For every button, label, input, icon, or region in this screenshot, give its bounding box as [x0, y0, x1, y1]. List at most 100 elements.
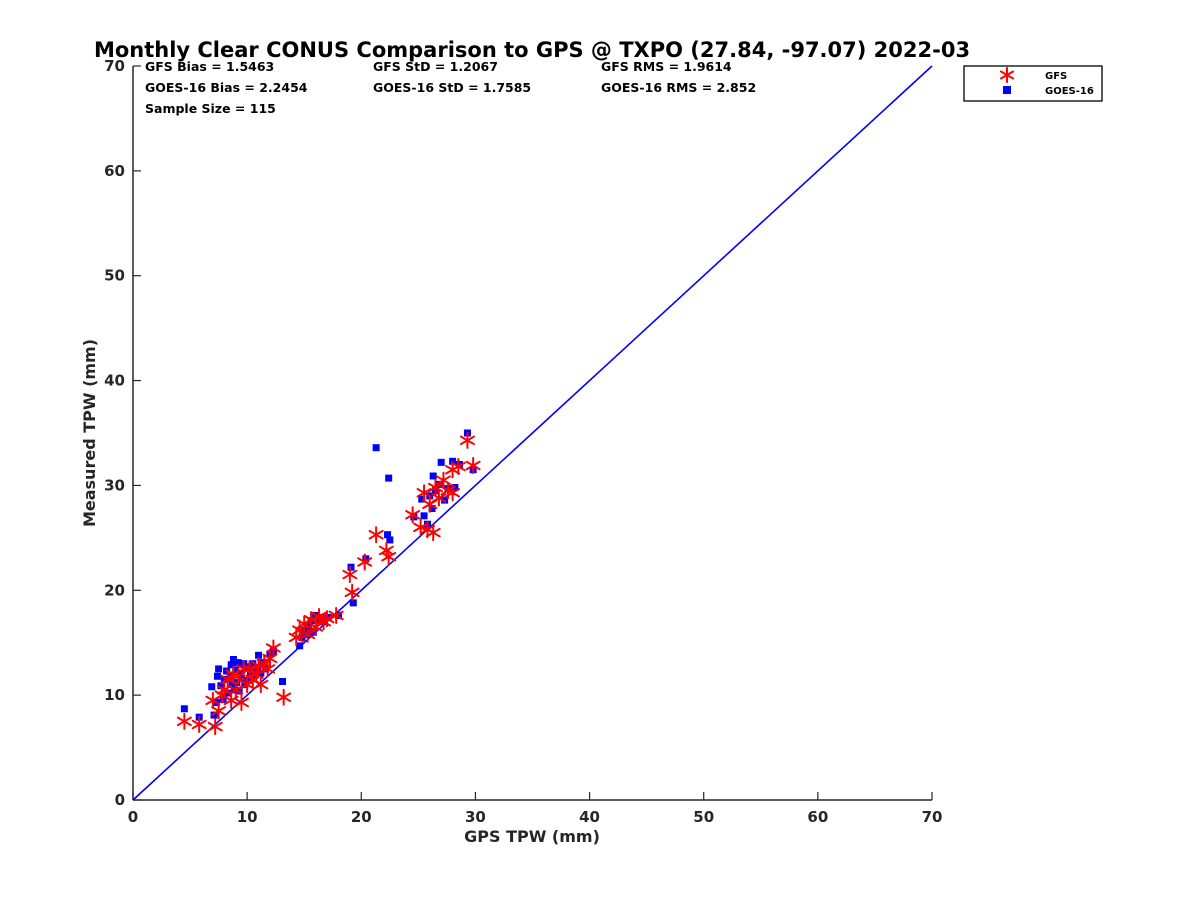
goes16-point [227, 661, 235, 669]
goes16-point [233, 679, 241, 687]
legend-gfs-label: GFS [1045, 71, 1067, 82]
gfs-point [465, 457, 481, 475]
goes16-point [255, 651, 263, 659]
goes16-point [208, 683, 216, 691]
stat-gfs-std: GFS StD = 1.2067 [373, 59, 498, 74]
gfs-point [459, 431, 475, 449]
gfs-point [216, 681, 232, 699]
x-tick-label: 30 [465, 808, 486, 826]
legend-goes16-label: GOES-16 [1045, 86, 1094, 97]
x-tick-label: 0 [128, 808, 138, 826]
gfs-point [450, 458, 466, 476]
goes16-point [386, 536, 394, 544]
goes16-point [234, 659, 242, 667]
gfs-point [236, 660, 252, 678]
goes16-point [224, 689, 232, 697]
y-tick-label: 20 [104, 581, 125, 599]
gfs-point [427, 479, 443, 497]
goes16-point [441, 496, 449, 504]
goes16-point [217, 682, 225, 690]
gfs-point [445, 484, 461, 502]
x-tick-label: 50 [693, 808, 714, 826]
x-ticks: 0 10 20 30 40 50 60 70 [128, 792, 943, 826]
y-ticks: 0 10 20 30 40 50 60 70 [104, 57, 141, 809]
x-tick-label: 20 [351, 808, 372, 826]
gfs-point [262, 649, 278, 667]
goes16-point [210, 711, 218, 719]
legend-goes16-marker [1003, 86, 1011, 94]
goes16-point [455, 460, 463, 468]
goes16-point [349, 599, 357, 607]
gfs-point [357, 553, 373, 571]
legend-gfs-marker [999, 67, 1015, 83]
series-gfs [176, 431, 481, 736]
x-tick-label: 10 [237, 808, 258, 826]
gfs-point [344, 583, 360, 601]
gfs-point [425, 524, 441, 542]
y-tick-label: 70 [104, 57, 125, 75]
gfs-point [319, 610, 335, 628]
gfs-point [228, 681, 244, 699]
gfs-point [276, 688, 292, 706]
gfs-point [211, 702, 227, 720]
goes16-point [362, 555, 370, 563]
x-tick-label: 70 [922, 808, 943, 826]
gfs-point [328, 606, 344, 624]
stat-goes-rms: GOES-16 RMS = 2.852 [601, 80, 756, 95]
goes16-point [232, 666, 240, 674]
goes16-point [213, 672, 221, 680]
x-tick-label: 60 [807, 808, 828, 826]
x-axis-label: GPS TPW (mm) [464, 827, 600, 846]
gfs-point [416, 484, 432, 502]
goes16-point [241, 681, 249, 689]
goes16-point [244, 676, 252, 684]
goes16-point [334, 611, 342, 619]
y-tick-label: 50 [104, 267, 125, 285]
goes16-point [410, 513, 418, 521]
x-tick-label: 40 [579, 808, 600, 826]
y-tick-label: 40 [104, 372, 125, 390]
gfs-point [176, 712, 192, 730]
gfs-point [405, 506, 421, 524]
goes16-point [249, 660, 257, 668]
goes16-point [219, 695, 227, 703]
gfs-point [300, 625, 316, 643]
gfs-point [220, 670, 236, 688]
y-tick-label: 30 [104, 476, 125, 494]
stat-goes-bias: GOES-16 Bias = 2.2454 [145, 80, 308, 95]
goes16-point [220, 675, 228, 683]
gfs-point [265, 639, 281, 657]
legend: GFS GOES-16 [963, 65, 1103, 102]
gfs-point [207, 718, 223, 736]
y-axis-label: Measured TPW (mm) [80, 339, 99, 527]
gfs-point [191, 716, 207, 734]
goes16-point [385, 474, 393, 482]
goes16-point [435, 480, 443, 488]
goes16-point [372, 444, 380, 452]
goes16-point [180, 705, 188, 713]
goes16-point [384, 531, 392, 539]
goes16-point [279, 678, 287, 686]
goes16-point [296, 642, 304, 650]
gfs-point [233, 693, 249, 711]
one-to-one-line [132, 65, 933, 801]
y-tick-label: 0 [115, 791, 125, 809]
stat-gfs-rms: GFS RMS = 1.9614 [601, 59, 732, 74]
stats-block: GFS Bias = 1.5463 GFS StD = 1.2067 GFS R… [145, 59, 756, 116]
legend-gfs-asterisk [999, 67, 1015, 83]
gfs-point [381, 548, 397, 566]
stat-sample-size: Sample Size = 115 [145, 101, 276, 116]
gfs-point [431, 489, 447, 507]
gfs-point [260, 660, 276, 678]
goes16-point [309, 628, 317, 636]
goes16-point [215, 665, 223, 673]
goes16-point [229, 655, 237, 663]
goes16-point [228, 681, 236, 689]
goes16-point [428, 504, 436, 512]
stat-gfs-bias: GFS Bias = 1.5463 [145, 59, 274, 74]
goes16-point [420, 512, 428, 520]
legend-box [963, 65, 1103, 102]
gfs-point [241, 660, 257, 678]
chart-title: Monthly Clear CONUS Comparison to GPS @ … [94, 38, 970, 62]
